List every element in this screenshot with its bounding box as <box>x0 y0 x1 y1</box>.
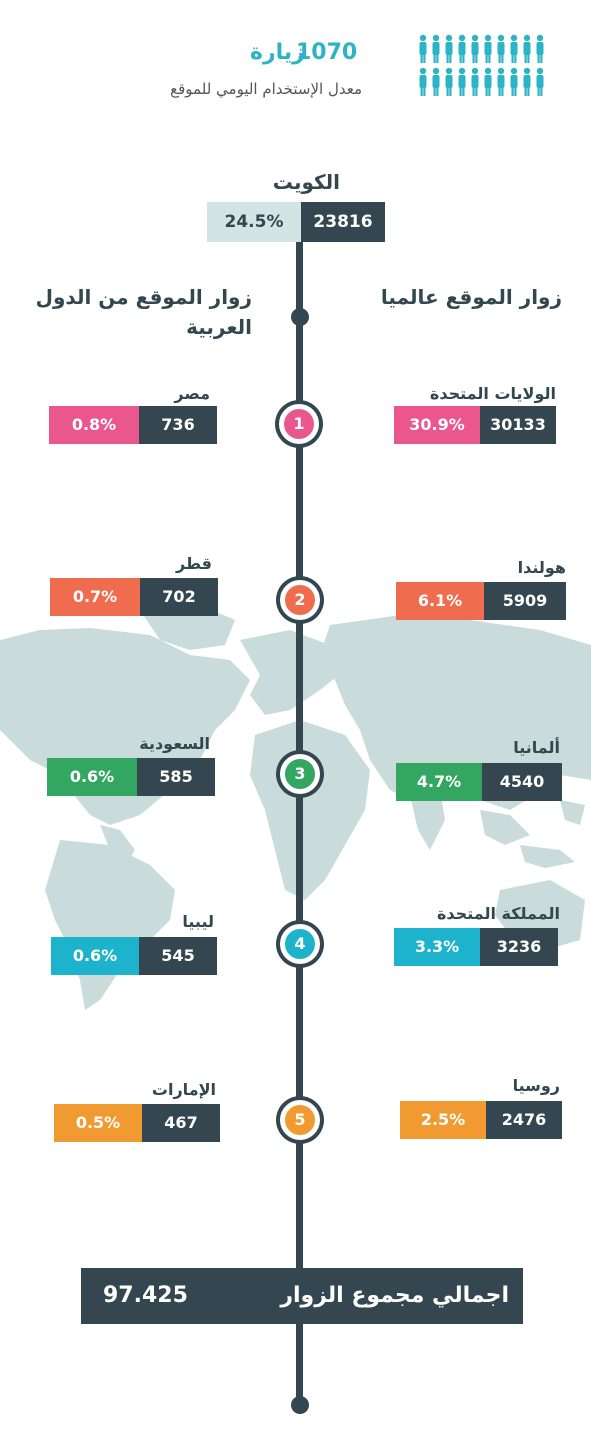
world-visitors: 30133 <box>480 406 556 444</box>
visits-word: زيارة <box>250 40 305 65</box>
world-country-name: روسيا <box>512 1076 560 1095</box>
total-visitors-bar: اجمالي مجموع الزوار 97.425 <box>81 1268 523 1324</box>
world-percent: 6.1% <box>396 582 484 620</box>
arab-visitors: 702 <box>140 578 218 616</box>
world-percent: 30.9% <box>394 406 480 444</box>
arab-stat-row: 0.8% 736 <box>49 406 217 444</box>
total-visitors-value: 97.425 <box>103 1283 188 1308</box>
arab-visitors: 467 <box>142 1104 220 1142</box>
arab-visitors-title-line2: العربية <box>186 315 252 339</box>
arab-country-name: قطر <box>175 554 212 573</box>
arab-stat-row: 0.7% 702 <box>50 578 218 616</box>
world-country-name: المملكة المتحدة <box>436 904 560 923</box>
world-stat-row: 6.1% 5909 <box>396 582 566 620</box>
arab-visitors-title-line1: زوار الموقع من الدول <box>35 285 252 309</box>
world-country-name: الولايات المتحدة <box>429 384 556 403</box>
arab-country-name: ليبيا <box>182 912 214 931</box>
rank-1-badge: 1 <box>279 404 319 444</box>
arab-visitors: 545 <box>139 937 217 975</box>
world-stat-row: 30.9% 30133 <box>394 406 556 444</box>
world-country-name: هولندا <box>517 558 566 577</box>
timeline-dot-bottom <box>291 1396 309 1414</box>
world-visitors-title: زوار الموقع عالميا <box>380 285 562 309</box>
timeline-dot-top <box>291 308 309 326</box>
arab-visitors: 736 <box>139 406 217 444</box>
kuwait-stat: 24.5% 23816 <box>207 202 385 242</box>
world-visitors: 3236 <box>480 928 558 966</box>
arab-stat-row: 0.5% 467 <box>54 1104 220 1142</box>
world-stat-row: 4.7% 4540 <box>396 763 562 801</box>
arab-stat-row: 0.6% 545 <box>51 937 217 975</box>
arab-country-name: مصر <box>174 384 210 403</box>
world-percent: 4.7% <box>396 763 482 801</box>
world-visitors: 4540 <box>482 763 562 801</box>
world-stat-row: 2.5% 2476 <box>400 1101 562 1139</box>
total-visitors-label: اجمالي مجموع الزوار <box>280 1283 509 1308</box>
world-country-name: ألمانيا <box>513 738 560 757</box>
rank-2-badge: 2 <box>280 580 320 620</box>
kuwait-percent: 24.5% <box>207 202 301 242</box>
arab-percent: 0.6% <box>47 758 137 796</box>
arab-stat-row: 0.6% 585 <box>47 758 215 796</box>
arab-percent: 0.5% <box>54 1104 142 1142</box>
timeline-line <box>296 240 303 1410</box>
rank-5-badge: 5 <box>280 1100 320 1140</box>
arab-country-name: الإمارات <box>151 1080 216 1099</box>
arab-visitors: 585 <box>137 758 215 796</box>
rank-4-badge: 4 <box>280 924 320 964</box>
daily-usage-subtitle: معدل الإستخدام اليومي للموقع <box>170 80 362 98</box>
people-icon <box>419 34 544 96</box>
rank-3-badge: 3 <box>280 754 320 794</box>
kuwait-name: الكويت <box>272 170 340 194</box>
arab-country-name: السعودية <box>139 734 210 753</box>
arab-percent: 0.8% <box>49 406 139 444</box>
arab-percent: 0.6% <box>51 937 139 975</box>
kuwait-visitors: 23816 <box>301 202 385 242</box>
world-visitors: 5909 <box>484 582 566 620</box>
arab-percent: 0.7% <box>50 578 140 616</box>
world-stat-row: 3.3% 3236 <box>394 928 558 966</box>
world-percent: 2.5% <box>400 1101 486 1139</box>
world-percent: 3.3% <box>394 928 480 966</box>
daily-visits-value: 1070 <box>296 40 358 65</box>
world-visitors: 2476 <box>486 1101 562 1139</box>
